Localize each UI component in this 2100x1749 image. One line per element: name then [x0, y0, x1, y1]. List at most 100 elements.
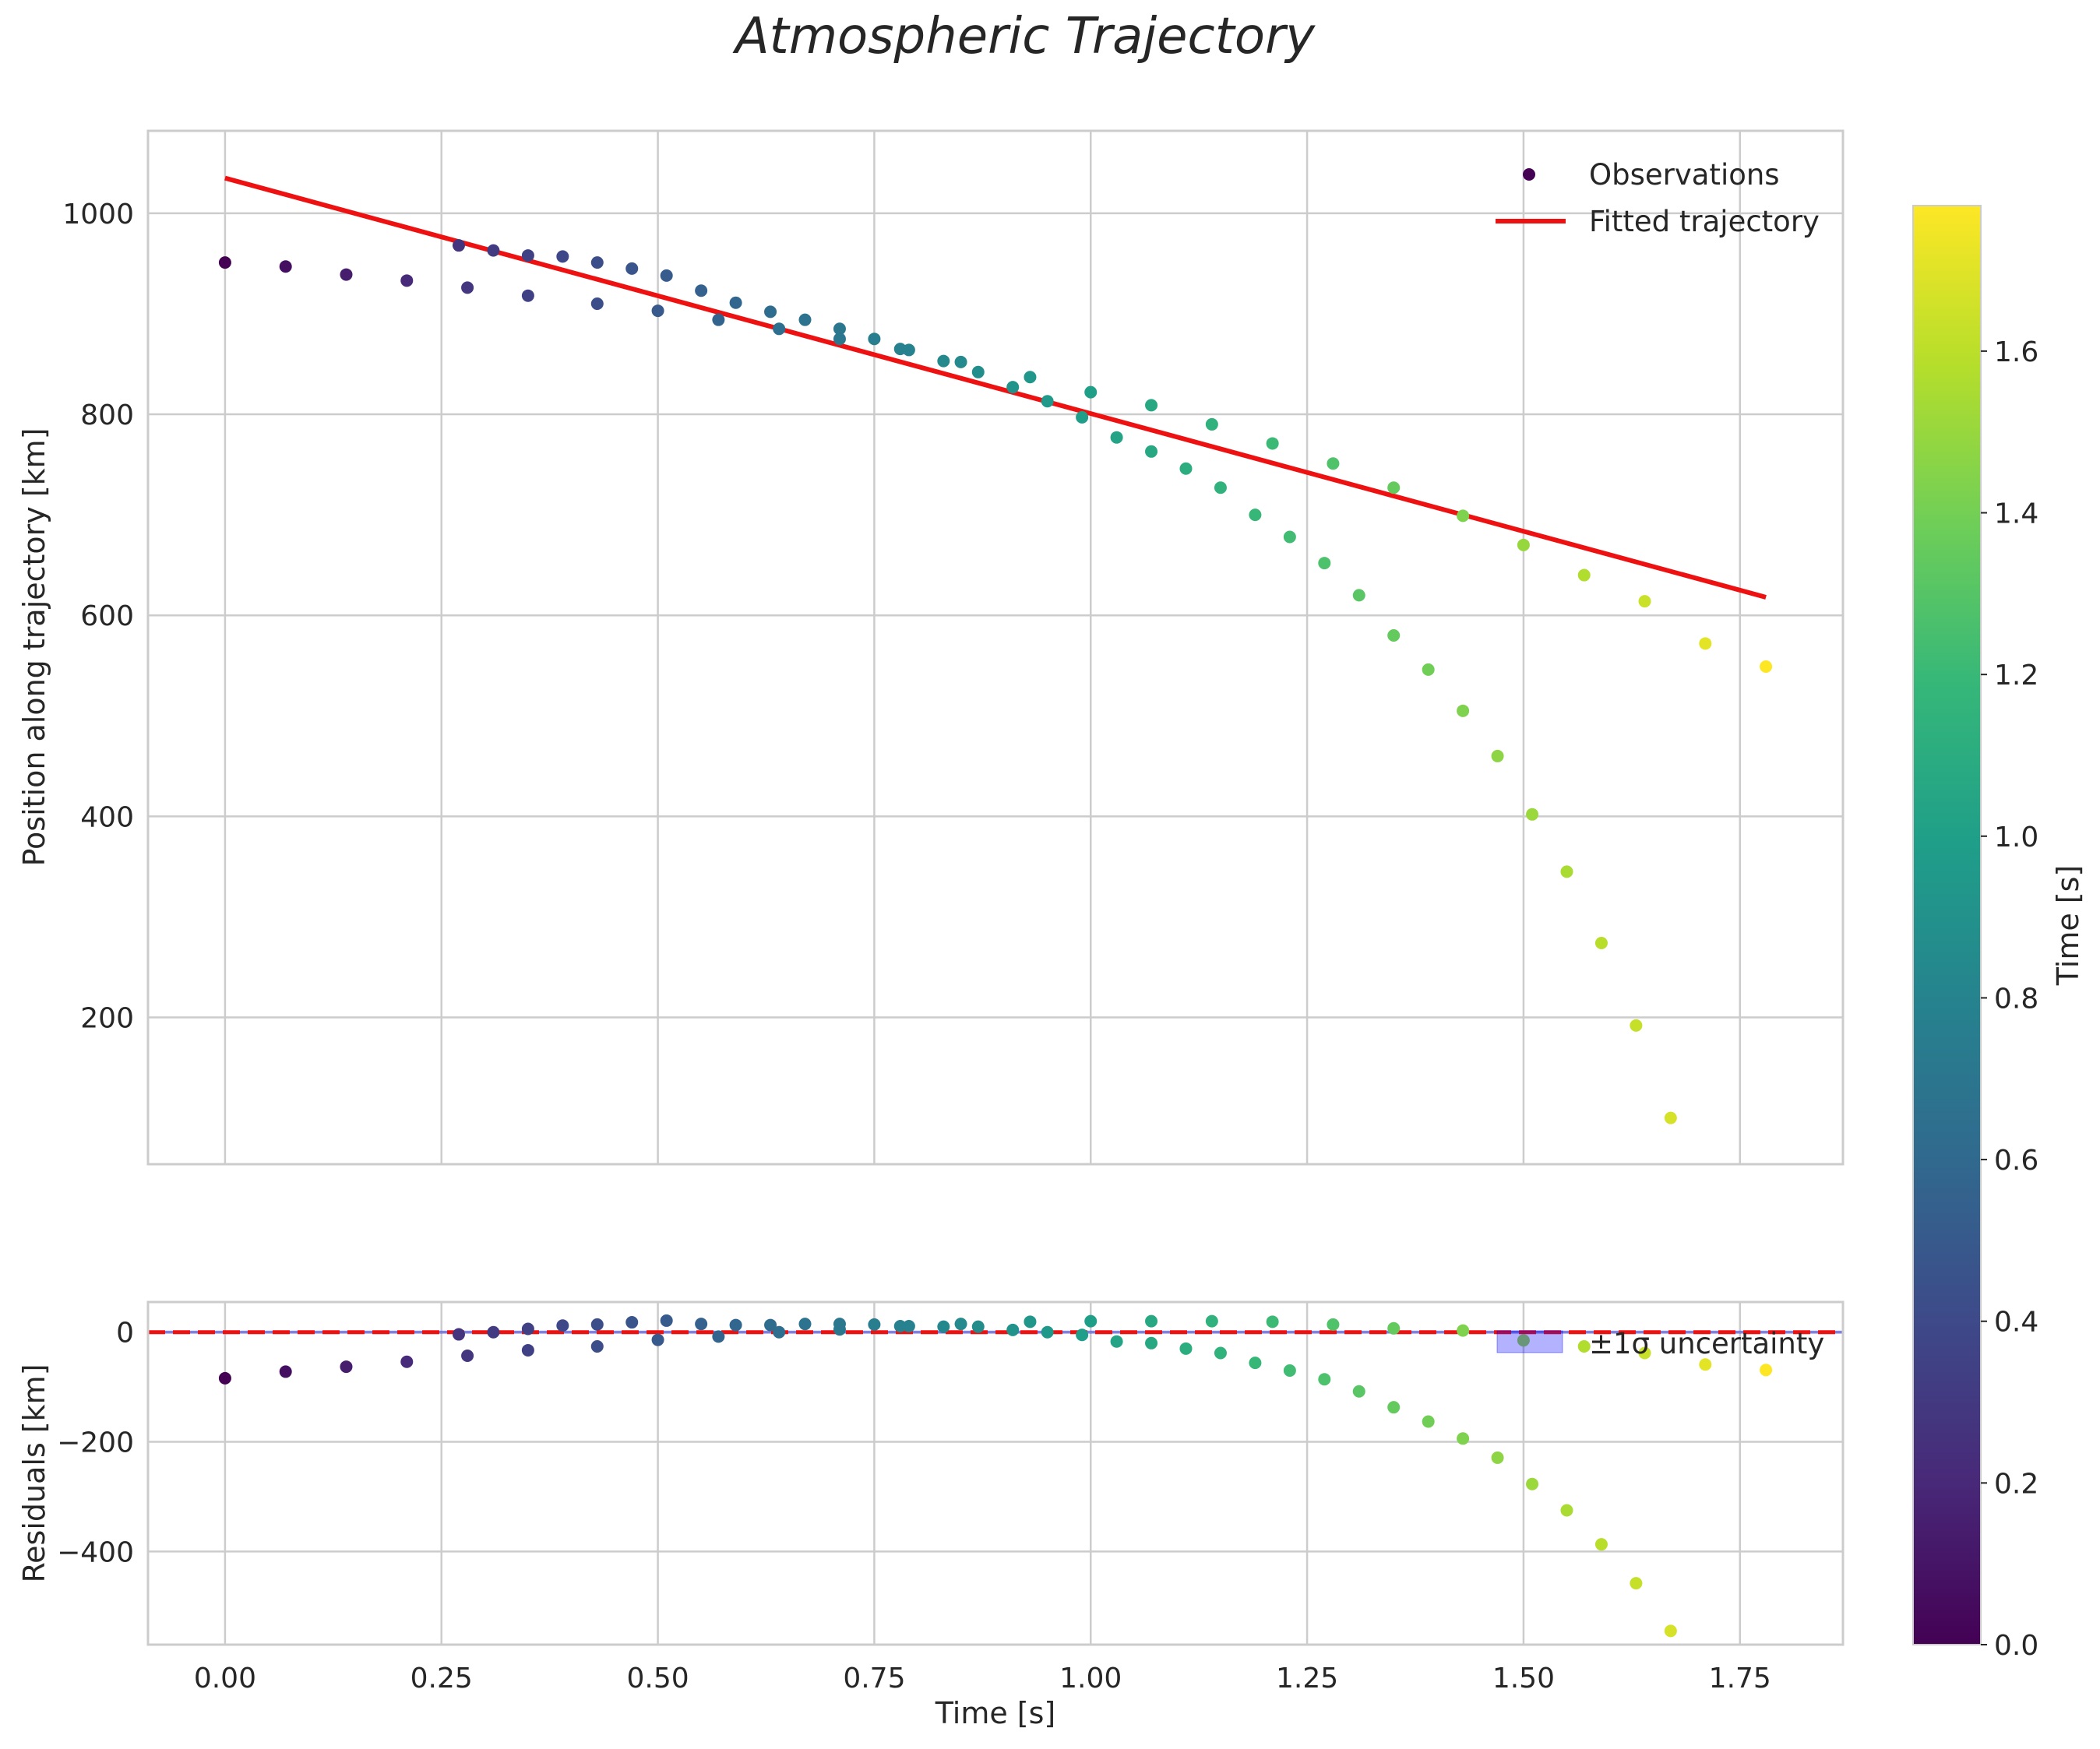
main-ytick-label: 200	[80, 1003, 134, 1035]
residual-point	[902, 1319, 915, 1332]
main-fitted-line-layer	[224, 175, 1767, 600]
observation-point	[937, 354, 950, 368]
residual-point	[1630, 1577, 1643, 1590]
observation-point	[1024, 371, 1037, 384]
residuals-xlabel: Time [s]	[935, 1696, 1056, 1730]
observation-point	[1249, 509, 1262, 522]
observation-point	[833, 333, 846, 346]
colorbar-tick-label: 0.0	[1994, 1630, 2038, 1662]
residual-point	[1318, 1373, 1331, 1386]
colorbar-ticks: 0.0 0.2 0.4 0.6 0.8 1.0 1.2 1.4 1.6	[1981, 336, 2038, 1662]
observation-point	[487, 244, 500, 257]
observation-point	[1387, 629, 1401, 642]
observation-point	[1387, 481, 1401, 494]
residuals-legend: ±1σ uncertainty	[1496, 1327, 1824, 1360]
observation-point	[1084, 385, 1098, 399]
colorbar: 0.0 0.2 0.4 0.6 0.8 1.0 1.2 1.4 1.6 Time [s]	[1912, 205, 2085, 1662]
residual-point	[1145, 1314, 1158, 1328]
colorbar-tick-label: 1.6	[1994, 336, 2038, 368]
residuals-ytick-label: −200	[57, 1427, 134, 1459]
residuals-xtick-label: 0.00	[194, 1663, 256, 1694]
residual-point	[625, 1316, 639, 1329]
residual-point	[660, 1314, 673, 1327]
main-ytick-label: 800	[80, 399, 134, 431]
observation-point	[1664, 1111, 1677, 1124]
observation-point	[625, 262, 639, 275]
observation-point	[868, 333, 881, 346]
observation-point	[1699, 637, 1712, 650]
observation-point	[660, 269, 673, 282]
colorbar-tick-label: 1.4	[1994, 498, 2038, 530]
colorbar-tick-label: 0.6	[1994, 1145, 2038, 1177]
residual-point	[1205, 1314, 1218, 1328]
observation-point	[695, 284, 708, 297]
observation-point	[1006, 381, 1020, 394]
observation-point	[340, 268, 353, 281]
residual-point	[1457, 1324, 1470, 1337]
residual-point	[452, 1328, 465, 1341]
main-panel: 200 400 600 800 1000 Position along trajecto…	[17, 129, 1845, 1166]
observation-point	[833, 322, 846, 336]
observation-point	[954, 355, 967, 368]
residual-point	[651, 1333, 664, 1346]
observation-point	[590, 297, 604, 311]
residual-point	[556, 1319, 569, 1332]
colorbar-tick-label: 1.2	[1994, 660, 2038, 692]
observation-point	[1630, 1019, 1643, 1032]
residuals-ytick-label: 0	[116, 1318, 134, 1350]
observation-point	[1457, 704, 1470, 717]
colorbar-gradient	[1912, 205, 1982, 1645]
residual-point	[1699, 1358, 1712, 1371]
observation-point	[971, 365, 985, 378]
residual-point	[1457, 1432, 1470, 1445]
residual-point	[1283, 1364, 1296, 1377]
residuals-xtick-label: 1.50	[1492, 1663, 1555, 1694]
residual-point	[712, 1330, 725, 1343]
chart-title: Atmospheric Trajectory	[732, 8, 1316, 65]
observation-point	[1638, 595, 1651, 608]
residual-point	[218, 1371, 231, 1385]
observation-point	[1526, 808, 1539, 821]
colorbar-tick-label: 0.2	[1994, 1468, 2038, 1500]
residuals-ytick-label: −400	[57, 1536, 134, 1568]
observation-point	[461, 281, 474, 294]
residuals-yticks: −400 −200 0	[57, 1318, 134, 1569]
residual-point	[1214, 1346, 1227, 1360]
observation-point	[1560, 865, 1573, 878]
residuals-ylabel: Residuals [km]	[17, 1364, 51, 1582]
residuals-points-layer	[218, 1314, 1773, 1638]
colorbar-tick-label: 0.4	[1994, 1307, 2038, 1339]
residual-point	[1664, 1624, 1677, 1638]
legend-observations-label: Observations	[1589, 158, 1780, 192]
main-ytick-label: 1000	[62, 199, 134, 231]
residuals-frame	[146, 1300, 1845, 1646]
observation-point	[1577, 568, 1591, 582]
observation-point	[1283, 530, 1296, 544]
colorbar-label: Time [s]	[2051, 865, 2085, 987]
main-plot-background	[148, 131, 1843, 1164]
observation-point	[712, 313, 725, 326]
main-ylabel: Position along trajectory [km]	[17, 428, 51, 866]
observation-point	[1179, 462, 1193, 475]
residual-point	[1006, 1323, 1020, 1336]
residuals-xtick-label: 1.75	[1709, 1663, 1771, 1694]
main-grid	[148, 131, 1843, 1164]
observation-point	[1076, 410, 1089, 424]
main-frame	[146, 129, 1845, 1166]
residual-point	[1491, 1451, 1504, 1464]
residual-point	[971, 1320, 985, 1333]
residual-point	[1760, 1364, 1773, 1377]
residual-point	[521, 1343, 534, 1357]
residual-point	[1526, 1477, 1539, 1490]
observation-point	[1491, 749, 1504, 762]
observation-point	[773, 322, 786, 336]
observation-point	[218, 256, 231, 269]
observation-point	[521, 249, 534, 262]
residuals-panel: −400 −200 0 0.00 0.25 0.50 0.75 1.00 1.25 1.50 1.…	[17, 1300, 1845, 1730]
residuals-xtick-label: 1.00	[1059, 1663, 1122, 1694]
observation-point	[1110, 431, 1123, 444]
residual-point	[340, 1360, 353, 1374]
observation-point	[1145, 399, 1158, 412]
residual-point	[1084, 1314, 1098, 1328]
